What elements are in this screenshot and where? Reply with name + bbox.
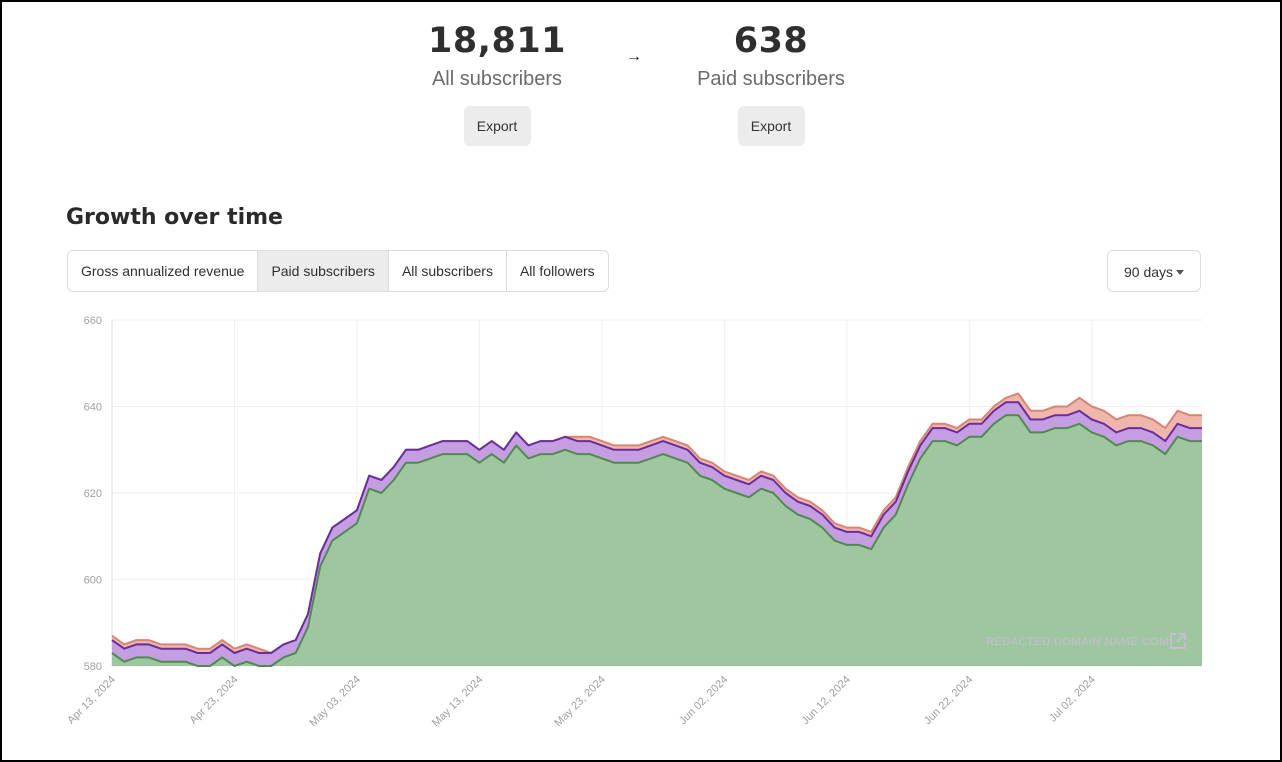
- y-tick-label: 660: [84, 315, 102, 327]
- watermark-text: REDACTED DOMAIN NAME.COM: [986, 636, 1170, 648]
- series-line-green: [111, 414, 1202, 667]
- series-area-green: [112, 415, 1202, 666]
- tab-all-followers[interactable]: All followers: [519, 263, 595, 279]
- tab-gross-annualized-revenue[interactable]: Gross annualized revenue: [68, 251, 259, 291]
- chart-areas: [111, 392, 1202, 667]
- paid-subscribers-stat: 638 Paid subscribers Export: [661, 18, 881, 146]
- arrow-right-icon: →: [626, 48, 642, 65]
- chart-x-ticks: Apr 13, 2024 Apr 23, 2024 May 03, 2024 May …: [65, 674, 1098, 730]
- y-tick-label: 640: [84, 402, 102, 414]
- paid-subscribers-label: Paid subscribers: [697, 68, 845, 90]
- tab-all-subscribers[interactable]: All subscribers: [389, 251, 507, 291]
- x-tick-label: Apr 13, 2024: [65, 674, 118, 727]
- range-select[interactable]: 90 days: [1107, 250, 1201, 292]
- all-subscribers-label: All subscribers: [431, 68, 563, 90]
- growth-tabs: Gross annualized revenue Paid subscriber…: [67, 250, 609, 292]
- y-tick-label: 620: [84, 488, 102, 500]
- y-tick-label: 580: [84, 661, 102, 673]
- growth-title: Growth over time: [66, 205, 283, 230]
- growth-chart: 580 600 620 640 660 Apr 13, 2024 Apr 23, 2024…: [65, 315, 1202, 730]
- x-tick-label: Jun 12, 2024: [799, 674, 852, 727]
- external-link-icon[interactable]: [1168, 631, 1188, 651]
- series-line-purple: [111, 401, 1202, 654]
- x-tick-label: Jun 02, 2024: [677, 674, 730, 727]
- paid-subscribers-value: 638: [733, 21, 809, 61]
- tab-paid-subscribers[interactable]: Paid subscribers: [258, 251, 389, 291]
- all-subscribers-stat: 18,811 All subscribers Export: [387, 18, 607, 146]
- range-select-value: 90 days: [1124, 264, 1174, 280]
- export-all-subscribers-button[interactable]: Export: [463, 106, 531, 146]
- chart-y-ticks: 580 600 620 640 660: [84, 315, 102, 673]
- x-tick-label: Apr 23, 2024: [188, 674, 241, 727]
- x-tick-label: May 23, 2024: [552, 674, 608, 730]
- x-tick-label: Jul 02, 2024: [1047, 674, 1098, 725]
- x-tick-label: May 03, 2024: [307, 674, 363, 730]
- y-tick-label: 600: [84, 575, 102, 587]
- all-subscribers-value: 18,811: [427, 21, 567, 61]
- x-tick-label: May 13, 2024: [430, 674, 486, 730]
- x-tick-label: Jun 22, 2024: [922, 674, 975, 727]
- export-paid-subscribers-button[interactable]: Export: [737, 106, 805, 146]
- caret-down-icon: [1176, 270, 1184, 275]
